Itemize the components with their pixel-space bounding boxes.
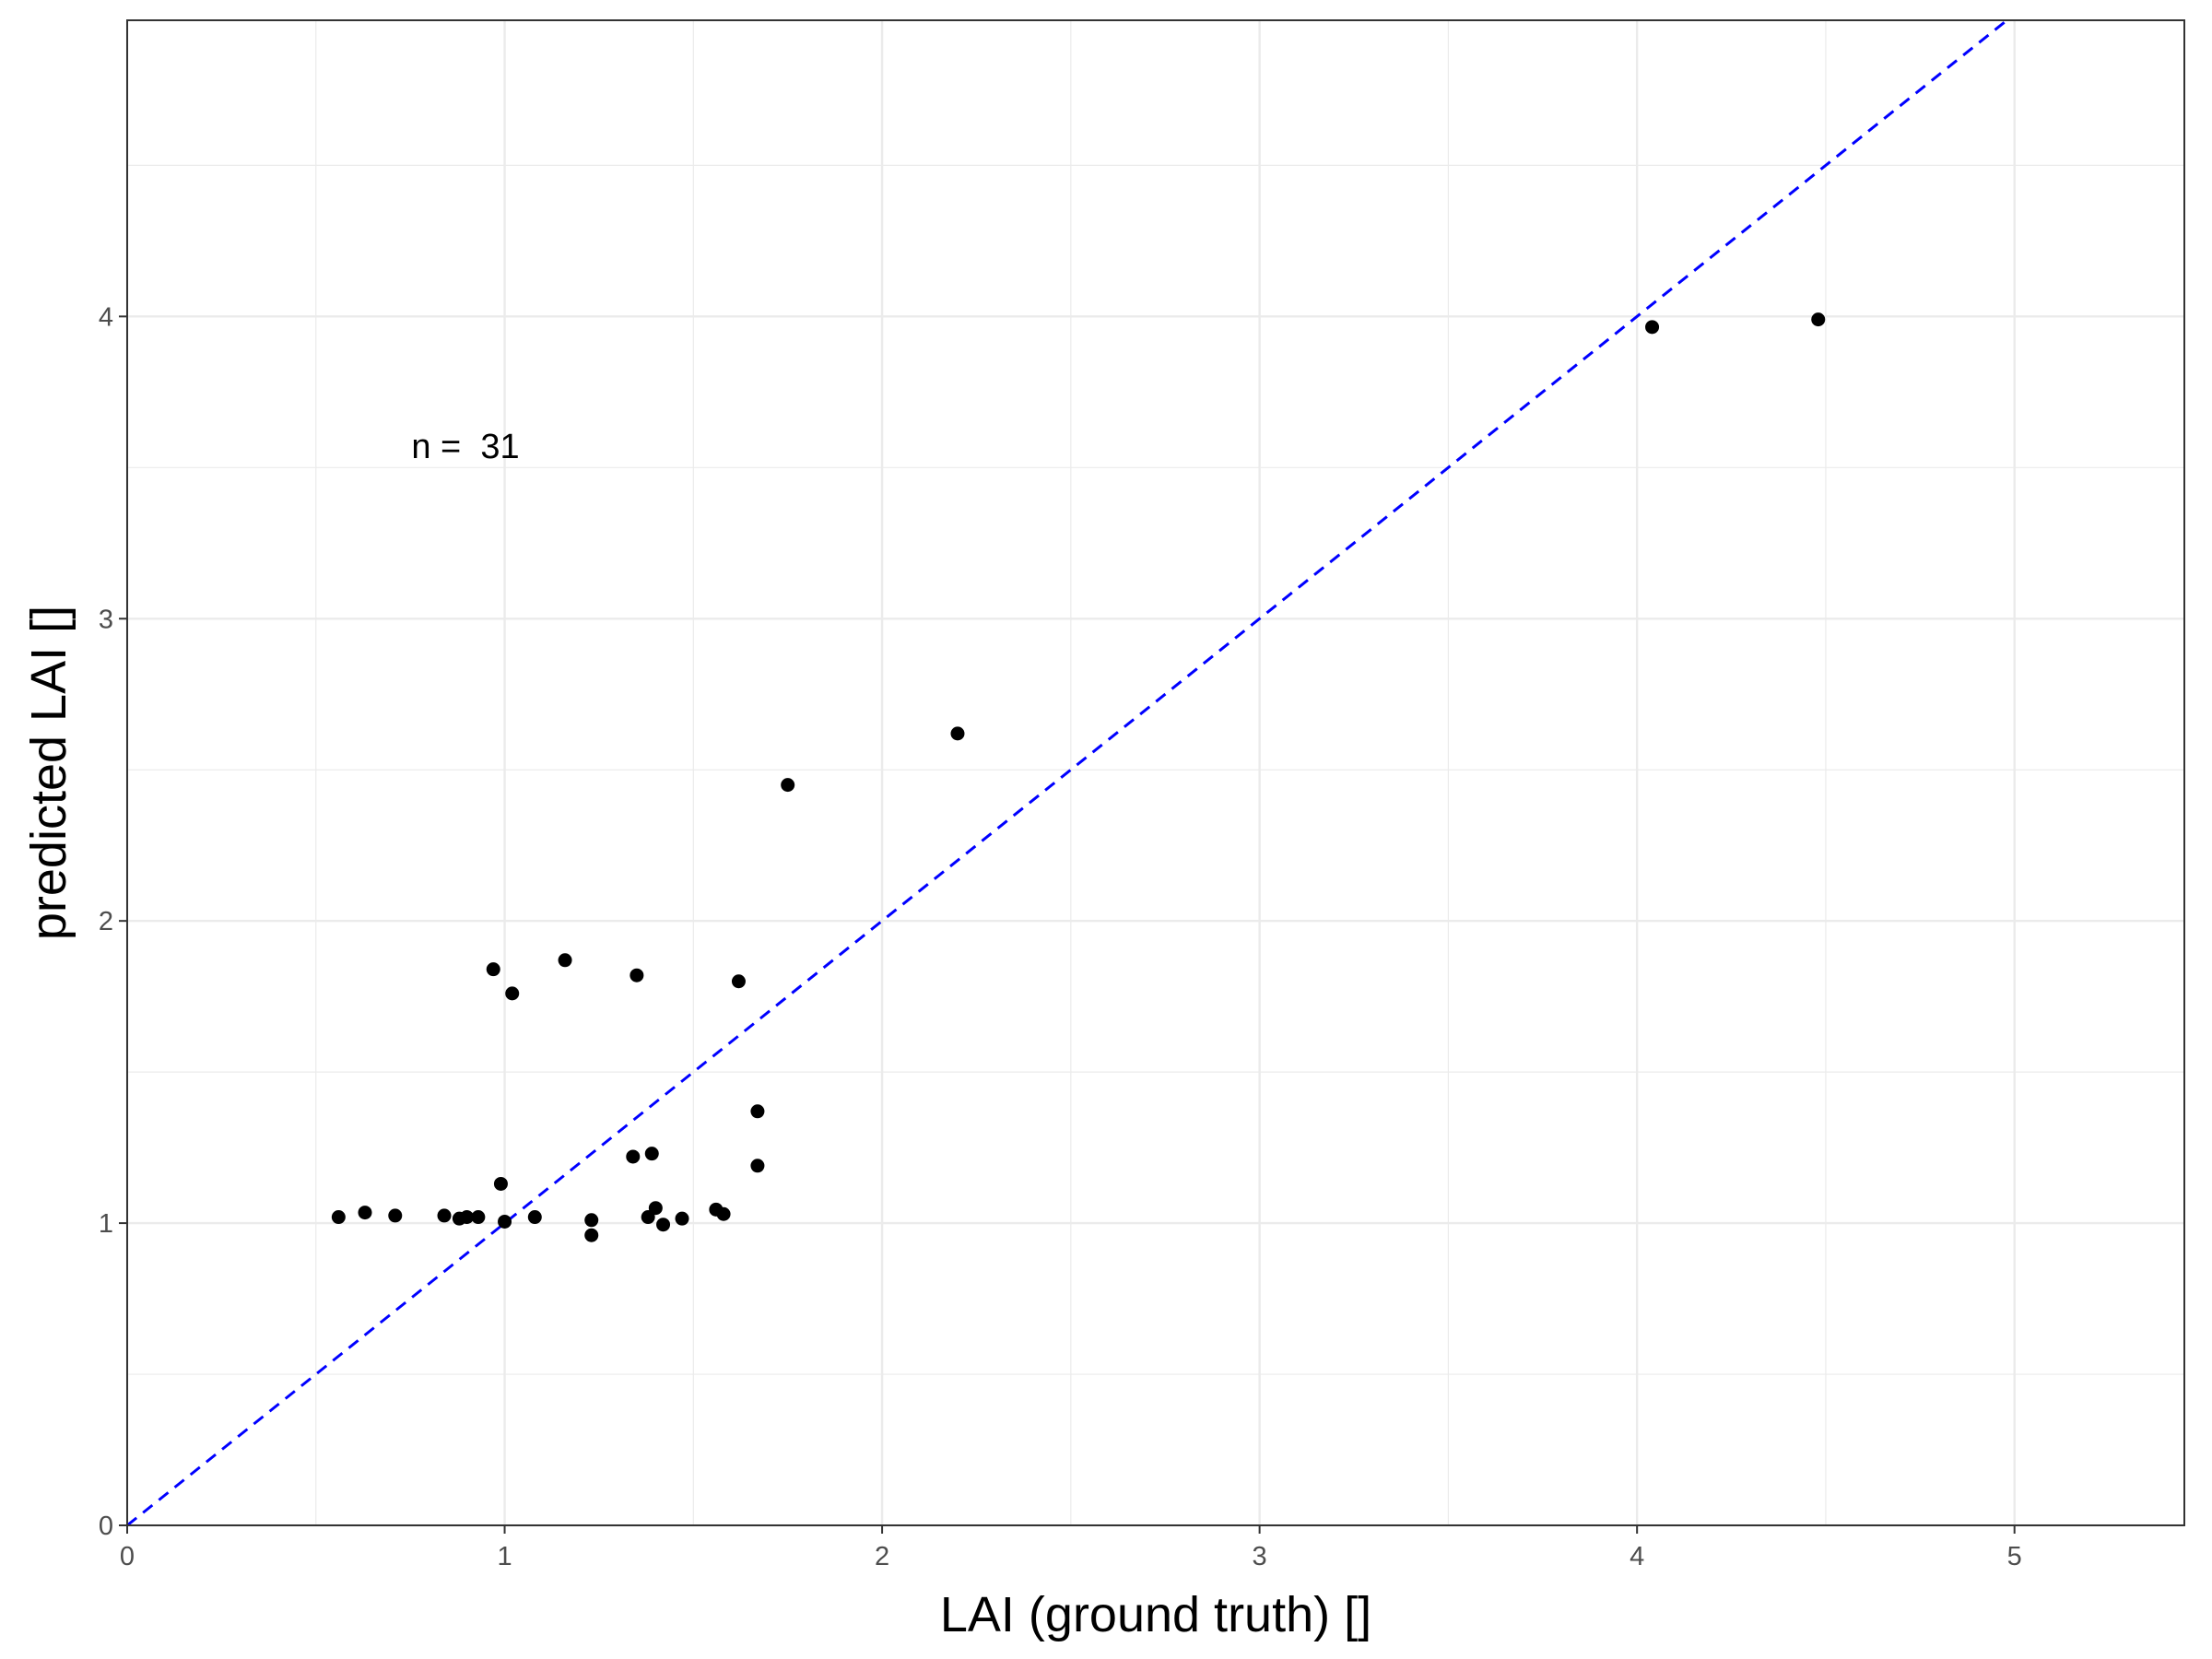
data-point [750,1104,765,1119]
data-point [505,986,520,1001]
x-axis-title: LAI (ground truth) [] [940,1587,1371,1642]
data-point [675,1211,689,1226]
data-point [950,726,965,741]
y-tick-label: 1 [99,1209,113,1239]
data-point [644,1147,659,1161]
x-tick-label: 1 [497,1542,512,1571]
data-point [1645,320,1660,335]
data-point [656,1218,671,1232]
data-point [584,1213,599,1228]
x-axis-ticks: 0 1 2 3 4 5 [120,1525,2022,1571]
x-tick-label: 2 [875,1542,889,1571]
data-point [648,1201,663,1216]
y-axis-title: predicted LAI [] [21,606,76,940]
x-tick-label: 0 [120,1542,135,1571]
data-point [471,1210,486,1225]
data-point [527,1210,542,1225]
plot-panel-border [126,19,2185,1526]
y-tick-label: 4 [99,302,113,332]
data-point [629,968,644,982]
data-point [493,1176,508,1191]
data-point [437,1208,452,1223]
x-tick-label: 5 [2007,1542,2022,1571]
minor-gridlines [127,20,2184,1525]
data-point [716,1206,731,1221]
data-point [558,953,572,968]
data-point [584,1228,599,1242]
data-points [331,312,1826,1242]
y-tick-label: 0 [99,1512,113,1541]
y-axis-ticks: 0 1 2 3 4 [99,302,127,1541]
data-point [388,1208,403,1223]
data-point [331,1210,346,1225]
x-tick-label: 3 [1253,1542,1267,1571]
data-point [358,1206,372,1220]
data-point [486,962,500,977]
data-point [460,1210,475,1225]
data-point [1811,312,1826,327]
data-point [626,1149,641,1164]
data-point [731,974,746,989]
x-tick-label: 4 [1630,1542,1644,1571]
data-point [641,1210,655,1225]
data-point [750,1159,765,1173]
y-tick-label: 3 [99,605,113,634]
sample-count-annotation: n = 31 [411,428,519,466]
data-point [781,778,795,793]
data-point [498,1214,512,1229]
y-tick-label: 2 [99,907,113,936]
identity-reference-line [126,18,2008,1527]
